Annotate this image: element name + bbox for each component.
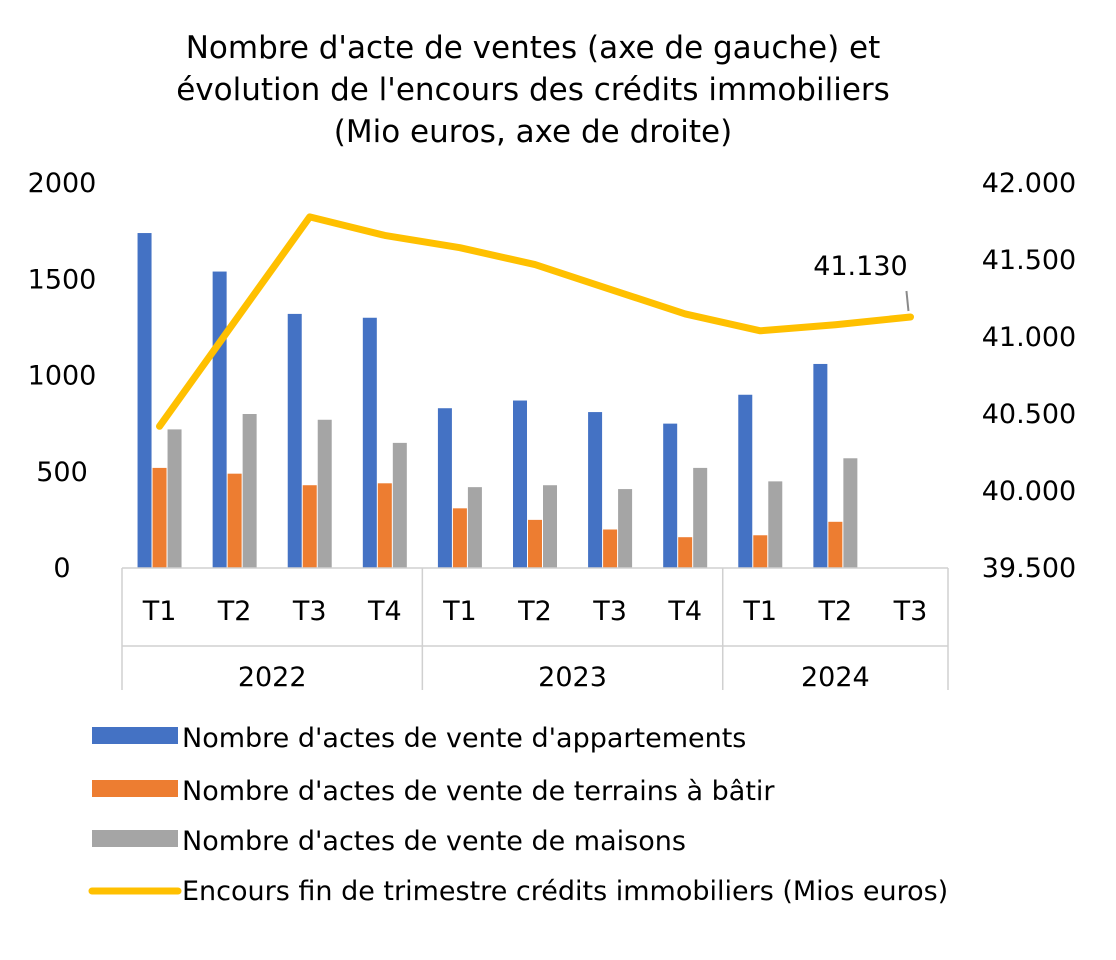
bar [167, 429, 182, 568]
bar [362, 317, 377, 568]
bar [813, 363, 828, 568]
chart-title-line: évolution de l'encours des crédits immob… [176, 72, 890, 108]
bar [242, 414, 257, 568]
legend-entry: Nombre d'actes de vente de maisons [182, 826, 686, 857]
x-group-label: 2023 [538, 662, 607, 693]
bar [543, 485, 557, 568]
right-tick-label: 40.500 [982, 399, 1076, 430]
bar [618, 489, 633, 568]
x-group-label: 2024 [801, 662, 870, 693]
bar [392, 442, 407, 568]
left-tick-label: 500 [36, 457, 88, 488]
bar [437, 408, 452, 568]
right-tick-label: 42.000 [982, 168, 1076, 199]
bar [152, 467, 167, 568]
right-tick-label: 40.000 [982, 476, 1076, 507]
bar [212, 271, 227, 568]
right-tick-label: 41.500 [982, 245, 1076, 276]
bar [317, 419, 332, 568]
bar [663, 423, 678, 568]
left-tick-label: 1000 [28, 361, 97, 392]
legend-swatch [92, 780, 178, 797]
right-axis: 39.500 40.000 40.500 41.000 41.500 42.000 [982, 168, 1076, 584]
x-tick-label: T3 [592, 596, 627, 627]
bar [603, 529, 618, 568]
bar [693, 467, 708, 568]
data-label: 41.130 [813, 251, 907, 282]
series-line [156, 213, 914, 430]
bar [738, 394, 753, 568]
bar [768, 481, 783, 568]
bar [452, 508, 467, 568]
bar [753, 535, 768, 568]
bar [828, 521, 843, 568]
bar [843, 458, 858, 568]
line-series: 41.130 [156, 213, 914, 430]
bar [227, 473, 242, 568]
bar [377, 483, 392, 568]
chart-title: Nombre d'acte de ventes (axe de gauche) … [176, 30, 890, 150]
x-tick-label: T4 [667, 596, 702, 627]
legend-entry: Encours fin de trimestre crédits immobil… [182, 876, 948, 907]
left-axis: 0 500 1000 1500 2000 [28, 168, 97, 584]
x-group-label: 2022 [238, 662, 307, 693]
bar [302, 485, 317, 568]
bar [678, 537, 693, 568]
left-tick-label: 2000 [28, 168, 97, 199]
left-tick-label: 0 [53, 553, 70, 584]
x-tick-label: T2 [217, 596, 252, 627]
x-tick-label: T1 [742, 596, 777, 627]
legend-entry: Nombre d'actes de vente d'appartements [182, 723, 746, 754]
bar [287, 313, 302, 568]
legend-swatch [92, 727, 178, 744]
bar [467, 487, 482, 568]
x-tick-label: T3 [893, 596, 928, 627]
legend-entry: Nombre d'actes de vente de terrains à bâ… [182, 776, 775, 807]
legend: Nombre d'actes de vente d'appartements No… [88, 723, 948, 907]
x-axis: T1 T2 T3 T4 T1 T2 T3 T4 T1 T2 T3 2022 2023 2024 [121, 567, 949, 693]
legend-swatch [92, 830, 178, 847]
chart-title-line: (Mio euros, axe de droite) [334, 114, 732, 150]
right-tick-label: 41.000 [982, 322, 1076, 353]
left-tick-label: 1500 [28, 264, 97, 295]
chart-title-line: Nombre d'acte de ventes (axe de gauche) … [186, 30, 881, 66]
x-tick-label: T4 [367, 596, 402, 627]
x-tick-label: T2 [818, 596, 853, 627]
bar [528, 519, 542, 568]
bar [513, 400, 527, 568]
x-tick-label: T2 [517, 596, 552, 627]
x-tick-label: T1 [442, 596, 477, 627]
bar [137, 233, 152, 569]
right-tick-label: 39.500 [982, 553, 1076, 584]
x-tick-label: T3 [292, 596, 327, 627]
x-tick-label: T1 [142, 596, 177, 627]
bar [588, 412, 603, 568]
bars [137, 233, 858, 569]
data-label-leader [905, 290, 910, 312]
